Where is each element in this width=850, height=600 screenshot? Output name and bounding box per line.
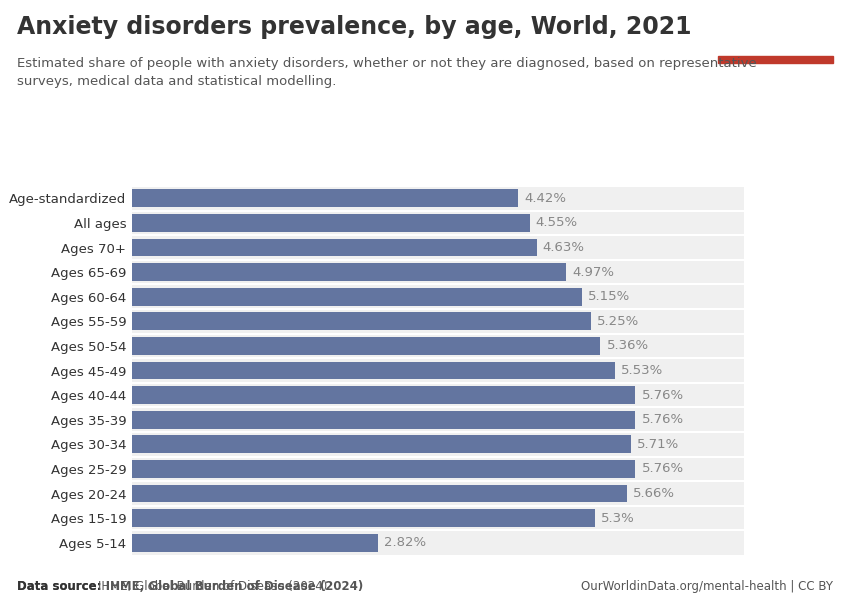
Bar [132, 411, 635, 428]
Text: OurWorldinData.org/mental-health | CC BY: OurWorldinData.org/mental-health | CC BY [581, 580, 833, 593]
Text: 5.25%: 5.25% [597, 315, 639, 328]
Bar [132, 337, 600, 355]
Text: 5.53%: 5.53% [621, 364, 664, 377]
Bar [132, 509, 595, 527]
Text: IHME, Global Burden of Disease (2024): IHME, Global Burden of Disease (2024) [98, 580, 327, 593]
Bar [132, 485, 626, 502]
Text: 4.97%: 4.97% [572, 266, 615, 278]
Text: 5.76%: 5.76% [642, 463, 683, 475]
Text: 5.15%: 5.15% [588, 290, 631, 303]
Text: Data source: IHME, Global Burden of Disease (2024): Data source: IHME, Global Burden of Dise… [17, 580, 363, 593]
Text: Our World
in Data: Our World in Data [742, 15, 809, 45]
Text: 2.82%: 2.82% [384, 536, 427, 549]
Bar [132, 436, 631, 453]
Text: Estimated share of people with anxiety disorders, whether or not they are diagno: Estimated share of people with anxiety d… [17, 57, 756, 88]
Bar [132, 460, 635, 478]
Text: 5.3%: 5.3% [601, 512, 635, 524]
Bar [132, 214, 530, 232]
Bar [132, 263, 566, 281]
Bar [132, 239, 536, 256]
Bar [132, 190, 518, 207]
Bar [132, 313, 591, 330]
Bar [132, 288, 582, 305]
Bar [718, 56, 833, 63]
Bar [132, 362, 615, 379]
Text: Anxiety disorders prevalence, by age, World, 2021: Anxiety disorders prevalence, by age, Wo… [17, 15, 692, 39]
Text: Data source:: Data source: [17, 580, 101, 593]
Text: 5.76%: 5.76% [642, 413, 683, 426]
Text: 4.63%: 4.63% [542, 241, 585, 254]
Text: 4.55%: 4.55% [536, 217, 578, 229]
Bar [132, 386, 635, 404]
Bar [132, 534, 378, 551]
Text: 4.42%: 4.42% [524, 192, 566, 205]
Text: 5.76%: 5.76% [642, 389, 683, 401]
Text: 5.66%: 5.66% [632, 487, 675, 500]
Text: 5.71%: 5.71% [638, 438, 679, 451]
Text: 5.36%: 5.36% [607, 340, 649, 352]
